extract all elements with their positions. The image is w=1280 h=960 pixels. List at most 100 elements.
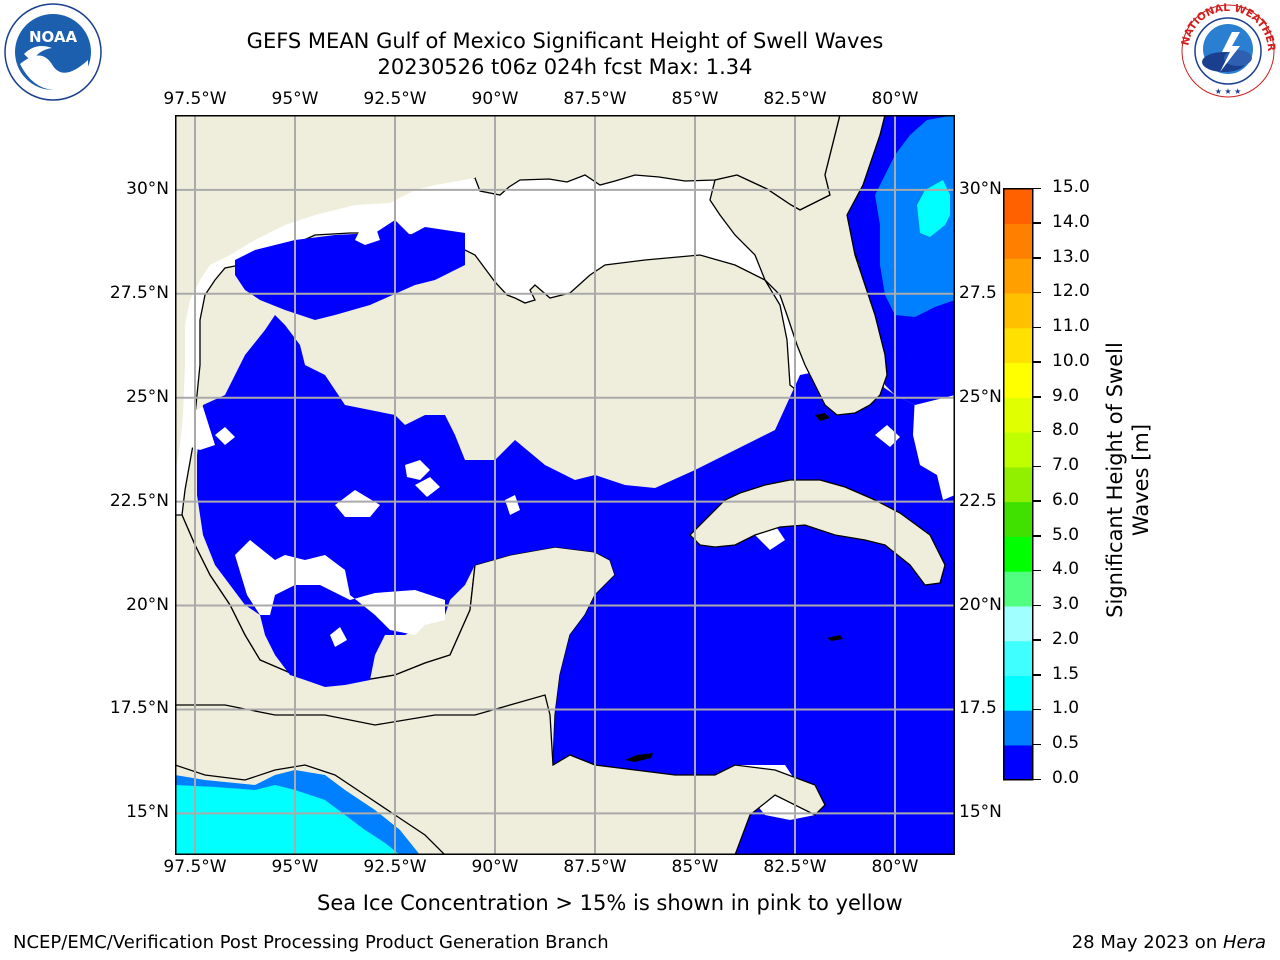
colorbar-segment (1003, 501, 1033, 537)
swell-contour-0.0-0.5 (197, 315, 955, 855)
colorbar-tick-mark (1033, 708, 1041, 711)
colorbar-tick-label: 1.0 (1052, 698, 1080, 719)
nws-logo-icon: NATIONAL WEATHER SERVICE ★ ★ ★ (1178, 2, 1277, 98)
colorbar-tick-mark (1033, 639, 1041, 641)
lon-label: 95°W (271, 89, 319, 109)
lat-label: 25°N (126, 386, 169, 407)
lon-label: 97.5°W (163, 857, 227, 877)
island (827, 635, 843, 641)
colorbar-segment (1003, 397, 1033, 433)
colorbar-tick-mark (1033, 222, 1041, 224)
swell-gap (335, 490, 380, 517)
swell-contour-pacific-1.0-1.5 (175, 785, 400, 855)
swell-gap (505, 495, 520, 515)
lon-label: 85°W (671, 89, 719, 109)
noaa-logo-text: NOAA (29, 28, 78, 46)
island (815, 413, 830, 421)
lat-label: 20°N (126, 594, 169, 615)
mexico-us-land (175, 115, 475, 475)
lon-label: 92.5°W (363, 89, 427, 109)
lat-label: 27.5°N (109, 282, 169, 303)
colorbar-tick-mark (1033, 430, 1041, 433)
colorbar-tick-mark (1033, 396, 1041, 398)
machine-name: Hera (1222, 932, 1266, 953)
colorbar-tick-mark (1033, 500, 1041, 502)
colorbar-tick-mark (1033, 569, 1041, 572)
colorbar-tick-label: 14.0 (1052, 211, 1090, 232)
chart-title: GEFS MEAN Gulf of Mexico Significant Hei… (246, 29, 884, 53)
map-gridlines (175, 115, 955, 855)
cuba-land (689, 479, 946, 586)
lon-label: 80°W (871, 89, 919, 109)
colorbar-segment (1003, 744, 1033, 781)
lon-label: 90°W (471, 857, 519, 877)
colorbar-segment (1003, 258, 1033, 294)
colorbar-tick-label: 15.0 (1052, 177, 1090, 197)
colorbar-tick-label: 7.0 (1052, 455, 1080, 476)
colorbar-tick-label: 4.0 (1052, 559, 1080, 580)
colorbar-tick-label: 8.0 (1052, 420, 1080, 441)
colorbar-tick-label: 11.0 (1052, 316, 1090, 337)
lat-label-right: 25°N (959, 386, 1002, 407)
lat-label: 22.5°N (109, 490, 169, 511)
colorbar-segment (1003, 466, 1033, 503)
colorbar-segment (1003, 362, 1033, 398)
lat-label-right: 22.5 (959, 490, 997, 511)
lat-label-right: 20°N (959, 594, 1002, 615)
swell-contour-1.0-1.5 (917, 180, 950, 237)
colorbar-segment (1003, 223, 1033, 259)
sea-ice-note: Sea Ice Concentration > 15% is shown in … (317, 891, 903, 915)
swell-gap (875, 425, 900, 447)
lon-label: 80°W (871, 857, 919, 877)
colorbar-tick-mark (1033, 778, 1041, 780)
colorbar-segment (1003, 188, 1033, 225)
colorbar-tick-mark (1033, 743, 1041, 746)
colorbar-segment (1003, 432, 1033, 468)
colorbar-segment (1003, 293, 1033, 329)
colorbar-tick-label: 1.5 (1052, 663, 1080, 684)
lat-label-right: 17.5 (959, 698, 997, 719)
lat-label-right: 30°N (959, 178, 1002, 199)
branch-credit: NCEP/EMC/Verification Post Processing Pr… (13, 932, 609, 953)
swell-gap (235, 540, 445, 635)
colorbar-tick-label: 3.0 (1052, 594, 1080, 615)
central-america-land (175, 694, 826, 855)
colorbar-tick-label: 13.0 (1052, 246, 1090, 267)
colorbar-segment (1003, 675, 1033, 711)
noaa-logo-icon: NOAA (4, 3, 102, 101)
lon-label: 85°W (671, 857, 719, 877)
colorbar-label-line2: Waves [m] (1129, 423, 1153, 537)
colorbar-tick-mark (1033, 326, 1041, 329)
swell-gap (913, 395, 955, 500)
colorbar-segment (1003, 571, 1033, 607)
lon-label: 82.5°W (763, 89, 827, 109)
colorbar-tick-label: 0.0 (1052, 768, 1080, 788)
colorbar-segment (1003, 327, 1033, 364)
colorbar-segment (1003, 605, 1033, 642)
map-plot (175, 115, 955, 855)
colorbar-tick-mark (1033, 187, 1041, 189)
lon-label: 97.5°W (163, 89, 227, 109)
colorbar-tick-label: 9.0 (1052, 385, 1080, 406)
colorbar-tick-mark (1033, 674, 1041, 676)
colorbar-tick-mark (1033, 535, 1041, 537)
colorbar-tick-label: 6.0 (1052, 489, 1080, 510)
swell-gap (185, 407, 215, 450)
colorbar-label-line1: Significant Height of Swell (1103, 342, 1127, 618)
colorbar-tick-mark (1033, 257, 1041, 259)
colorbar-segment (1003, 710, 1033, 746)
island (625, 753, 653, 762)
colorbar-tick-label: 10.0 (1052, 350, 1090, 371)
lon-label: 82.5°W (763, 857, 827, 877)
colorbar-tick-mark (1033, 604, 1041, 607)
colorbar-tick-label: 0.5 (1052, 733, 1080, 754)
colorbar-tick-mark (1033, 465, 1041, 468)
lon-label: 90°W (471, 89, 519, 109)
colorbar-tick-label: 12.0 (1052, 281, 1090, 302)
swell-gap (405, 460, 430, 480)
lon-label: 92.5°W (363, 857, 427, 877)
colorbar-tick-label: 5.0 (1052, 524, 1080, 545)
colorbar-segment (1003, 640, 1033, 676)
colorbar-tick-label: 2.0 (1052, 628, 1080, 649)
run-date: 28 May 2023 on Hera (1072, 932, 1266, 953)
